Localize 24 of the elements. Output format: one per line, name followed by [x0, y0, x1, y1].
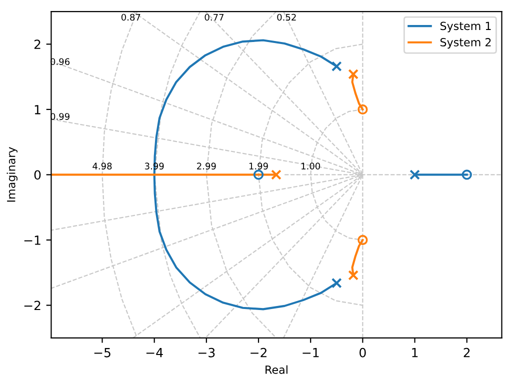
- x-tick-label: 0: [360, 348, 366, 358]
- annotation: 2.99: [197, 162, 216, 170]
- annotation: 0.52: [277, 14, 296, 21]
- legend-label: System 1: [440, 22, 491, 32]
- annotation: 4.98: [92, 162, 112, 170]
- x-tick-label: −5: [94, 348, 110, 358]
- annotation: 1.00: [302, 162, 320, 170]
- y-tick-label: −2: [24, 300, 40, 310]
- x-tick-label: 1: [412, 348, 418, 358]
- x-tick-label: −1: [302, 348, 319, 358]
- y-tick-label: 2: [34, 40, 40, 49]
- x-tick-label: −2: [250, 348, 266, 358]
- y-tick-label: 1: [34, 105, 40, 114]
- y-axis-title: Imaginary: [6, 147, 18, 202]
- x-axis-title: Real: [266, 365, 288, 374]
- x-tick-label: 2: [464, 348, 470, 358]
- annotation: 0.87: [121, 14, 140, 21]
- y-tick-label: −1: [24, 236, 40, 245]
- x-tick-label: −4: [146, 348, 163, 358]
- annotation: 0.77: [204, 14, 224, 21]
- x-tick-label: −3: [198, 348, 215, 358]
- y-tick-label: 0: [34, 170, 41, 180]
- annotation: 1.99: [249, 162, 268, 170]
- legend-label: System 2: [440, 38, 491, 49]
